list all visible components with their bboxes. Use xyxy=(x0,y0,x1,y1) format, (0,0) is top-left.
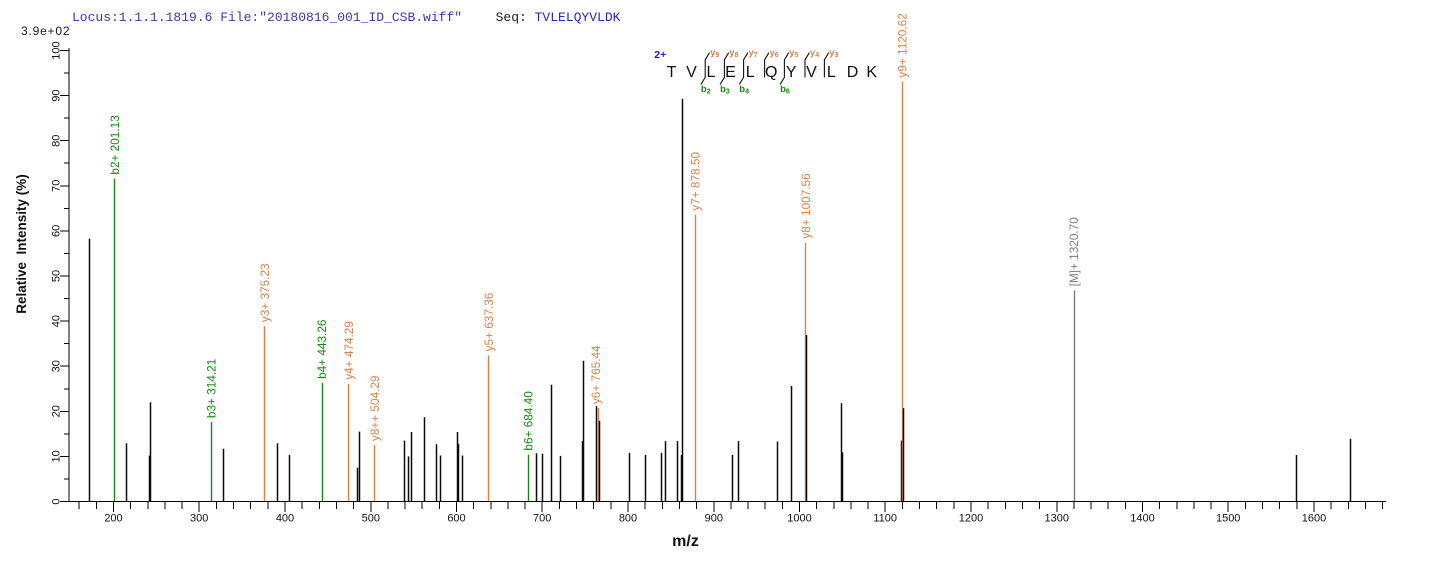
svg-text:60: 60 xyxy=(51,225,63,237)
svg-text:30: 30 xyxy=(51,360,63,372)
svg-text:y5: y5 xyxy=(789,48,798,60)
svg-text:y7: y7 xyxy=(749,48,758,60)
svg-text:700: 700 xyxy=(533,513,551,525)
svg-text:90: 90 xyxy=(51,89,63,101)
svg-text:1300: 1300 xyxy=(1045,513,1069,525)
svg-text:y6+ 765.44: y6+ 765.44 xyxy=(589,345,603,404)
svg-text:y4+ 474.29: y4+ 474.29 xyxy=(342,321,356,380)
svg-text:1500: 1500 xyxy=(1216,513,1240,525)
svg-text:Y: Y xyxy=(786,64,797,81)
svg-text:1000: 1000 xyxy=(787,513,811,525)
svg-text:b4: b4 xyxy=(739,84,749,96)
svg-text:b6+ 684.40: b6+ 684.40 xyxy=(521,391,535,451)
svg-text:y8: y8 xyxy=(729,48,738,60)
svg-text:80: 80 xyxy=(51,135,63,147)
svg-text:40: 40 xyxy=(51,315,63,327)
svg-text:T: T xyxy=(667,64,677,81)
svg-text:m/z: m/z xyxy=(672,533,699,550)
svg-text:50: 50 xyxy=(51,270,63,282)
svg-text:200: 200 xyxy=(104,513,122,525)
svg-text:b3+ 314.21: b3+ 314.21 xyxy=(204,359,218,418)
svg-text:1200: 1200 xyxy=(959,513,983,525)
svg-text:b2: b2 xyxy=(701,84,711,96)
svg-text:y4: y4 xyxy=(810,48,819,60)
svg-text:K: K xyxy=(866,64,877,81)
svg-text:300: 300 xyxy=(190,513,208,525)
svg-text:[M]+ 1320.70: [M]+ 1320.70 xyxy=(1067,217,1081,287)
svg-text:L: L xyxy=(707,64,716,81)
svg-text:1400: 1400 xyxy=(1130,513,1154,525)
svg-text:3.9e+02: 3.9e+02 xyxy=(21,24,70,38)
svg-text:400: 400 xyxy=(276,513,294,525)
svg-text:900: 900 xyxy=(705,513,723,525)
svg-text:b6: b6 xyxy=(780,84,790,96)
svg-text:Seq: TVLELQYVLDK: Seq: TVLELQYVLDK xyxy=(496,10,621,25)
svg-text:1100: 1100 xyxy=(873,513,897,525)
svg-text:10: 10 xyxy=(51,450,63,462)
svg-text:70: 70 xyxy=(51,180,63,192)
svg-text:y9+ 1120.62: y9+ 1120.62 xyxy=(896,13,910,77)
svg-text:y3+ 375.23: y3+ 375.23 xyxy=(258,263,272,322)
svg-text:y3: y3 xyxy=(829,48,838,60)
svg-text:2+: 2+ xyxy=(654,49,666,61)
svg-text:500: 500 xyxy=(362,513,380,525)
svg-text:E: E xyxy=(725,64,736,81)
svg-text:V: V xyxy=(686,64,697,81)
svg-text:0: 0 xyxy=(51,498,63,504)
svg-text:y9: y9 xyxy=(710,48,719,60)
svg-text:y5+ 637.36: y5+ 637.36 xyxy=(482,292,496,351)
svg-text:Q: Q xyxy=(765,64,777,81)
svg-text:b2+ 201.13: b2+ 201.13 xyxy=(108,115,122,175)
svg-text:Locus:1.1.1.1819.6 File:"20180: Locus:1.1.1.1819.6 File:"20180816_001_ID… xyxy=(72,10,462,25)
svg-text:Relative Intensity (%): Relative Intensity (%) xyxy=(14,174,29,314)
svg-text:1600: 1600 xyxy=(1302,513,1326,525)
svg-text:b4+ 443.26: b4+ 443.26 xyxy=(315,319,329,379)
svg-text:800: 800 xyxy=(619,513,637,525)
svg-text:y6: y6 xyxy=(770,48,779,60)
svg-text:V: V xyxy=(806,64,817,81)
svg-text:y8++ 504.29: y8++ 504.29 xyxy=(368,375,382,441)
svg-text:L: L xyxy=(746,64,755,81)
svg-text:y8+ 1007.56: y8+ 1007.56 xyxy=(799,173,813,239)
svg-text:600: 600 xyxy=(447,513,465,525)
svg-text:D: D xyxy=(847,64,859,81)
svg-text:b3: b3 xyxy=(720,84,730,96)
svg-text:100: 100 xyxy=(51,41,63,59)
svg-text:L: L xyxy=(827,64,836,81)
svg-text:y7+ 878.50: y7+ 878.50 xyxy=(689,152,703,211)
svg-text:20: 20 xyxy=(51,405,63,417)
